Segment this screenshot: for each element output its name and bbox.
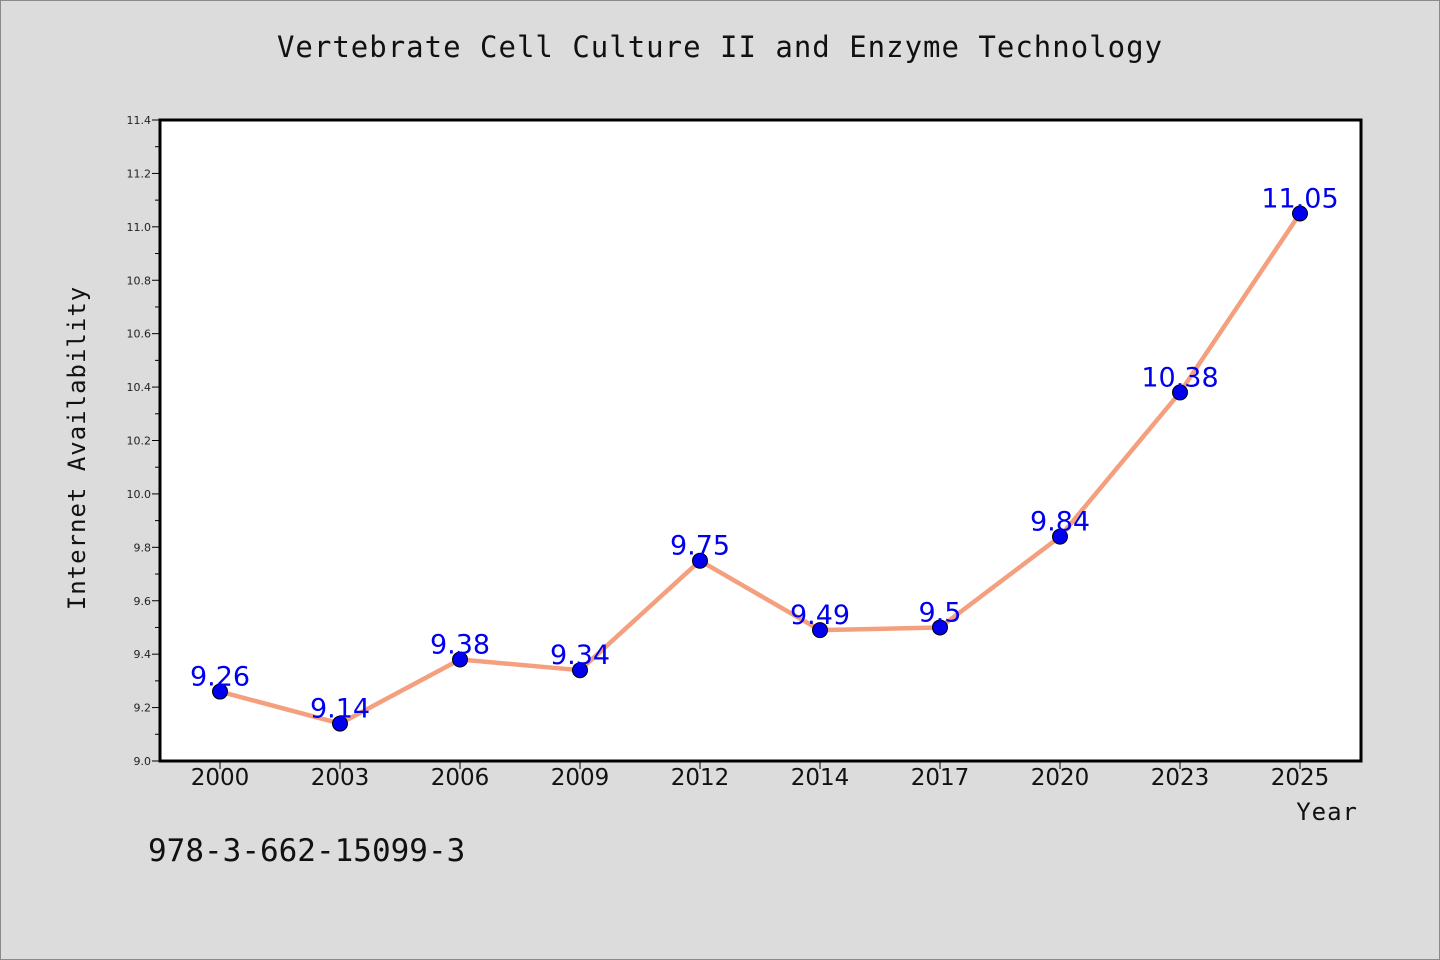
series-line (219, 212, 1302, 726)
x-tick-label: 2023 (1151, 765, 1210, 791)
data-point (692, 552, 708, 569)
y-tick-label: 11.0 (127, 221, 152, 234)
data-label: 9.38 (430, 630, 490, 661)
chart-title: Vertebrate Cell Culture II and Enzyme Te… (276, 30, 1164, 64)
data-label: 9.49 (790, 600, 850, 631)
isbn-text: 978-3-662-15099-3 (148, 833, 466, 869)
data-label: 9.75 (670, 531, 730, 562)
data-label: 9.26 (190, 662, 250, 693)
y-tick-label: 10.8 (127, 274, 152, 287)
x-tick-label: 2012 (671, 765, 730, 791)
y-tick-label: 11.4 (127, 114, 152, 127)
data-label: 11.05 (1261, 183, 1338, 214)
data-label: 10.38 (1141, 362, 1218, 393)
data-point (1172, 384, 1188, 401)
y-tick-label: 10.6 (127, 328, 152, 341)
x-tick-label: 2000 (191, 765, 250, 791)
data-point (812, 622, 828, 639)
y-axis-title: Internet Availability (63, 286, 91, 610)
data-point (452, 651, 468, 668)
x-tick-label: 2020 (1031, 765, 1090, 791)
data-point (332, 715, 348, 732)
plot-area (158, 118, 1363, 763)
data-label: 9.5 (919, 597, 962, 628)
y-tick-label: 9.4 (134, 648, 152, 661)
y-tick-label: 9.6 (134, 595, 152, 608)
y-tick-label: 9.2 (134, 702, 152, 715)
series-internet-availability: 9.26 9.14 9.38 9.34 9.75 9.49 9.5 9.84 10.38 11.0… (190, 183, 1339, 732)
y-axis: 9.0 9.2 9.4 9.6 9.8 10.0 10.2 10.4 10.6 10.8 11.0 1… (127, 114, 160, 768)
y-tick-label: 11.2 (127, 167, 152, 180)
x-tick-label: 2006 (431, 765, 490, 791)
x-tick-label: 2025 (1271, 765, 1330, 791)
y-tick-label: 10.0 (127, 488, 152, 501)
y-tick-label: 9.8 (134, 541, 152, 554)
y-tick-label: 10.2 (127, 435, 152, 448)
data-label: 9.34 (550, 640, 610, 671)
data-label: 9.84 (1030, 507, 1090, 538)
x-tick-label: 2014 (791, 765, 850, 791)
data-point (932, 619, 948, 636)
y-tick-label: 9.0 (134, 755, 152, 768)
data-point (572, 662, 588, 679)
x-tick-label: 2017 (911, 765, 970, 791)
y-tick-label: 10.4 (127, 381, 152, 394)
data-label: 9.14 (310, 694, 370, 725)
data-point (212, 683, 228, 700)
x-tick-label: 2009 (551, 765, 610, 791)
x-axis-title: Year (1296, 798, 1358, 826)
x-tick-label: 2003 (311, 765, 370, 791)
data-point (1292, 205, 1308, 222)
x-axis: 2000 2003 2006 2009 2012 2014 2017 2020 2023 2025 (191, 761, 1330, 791)
data-point (1052, 528, 1068, 545)
